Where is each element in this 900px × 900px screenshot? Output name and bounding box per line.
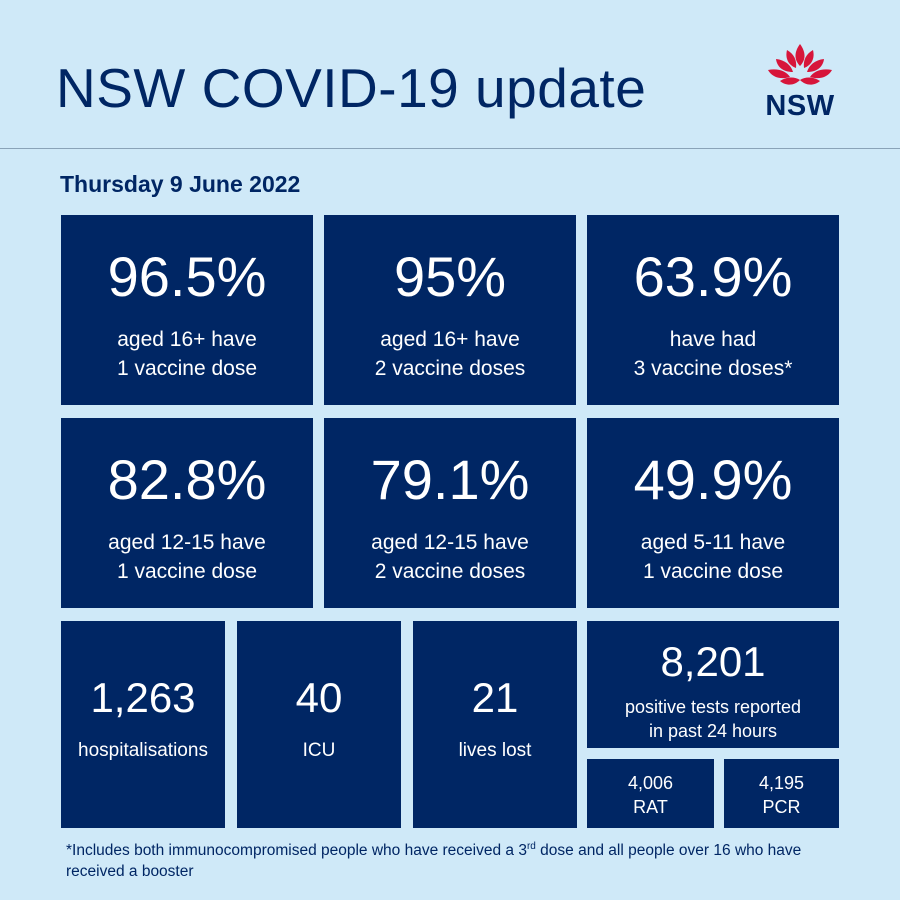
tile-value: 1,263 (90, 674, 196, 721)
tile-label: PCR (762, 797, 801, 817)
tile-rat: 4,006 RAT (587, 759, 714, 828)
footnote-superscript: rd (526, 840, 536, 852)
tile-value: 4,006 (627, 773, 674, 793)
tile-label-line2: 1 vaccine dose (116, 357, 258, 380)
tile-value: 40 (295, 674, 343, 721)
tile-label: RAT (633, 797, 668, 817)
tile-value: 21 (471, 674, 519, 721)
tile-value: 4,195 (758, 773, 805, 793)
tile-value: 82.8% (107, 448, 267, 511)
footnote: *Includes both immunocompromised people … (66, 840, 856, 882)
tile-value: 63.9% (633, 245, 793, 308)
tile-label-line2: 3 vaccine doses* (633, 357, 793, 380)
waratah-icon (768, 44, 832, 85)
tile-label-line1: aged 12-15 have (371, 531, 529, 554)
nsw-logo: NSW (756, 40, 844, 122)
tile-hospitalisations: 1,263 hospitalisations (61, 621, 225, 828)
tile-value: 95% (393, 245, 507, 308)
tile-dose1-12-15: 82.8% aged 12-15 have 1 vaccine dose (61, 418, 313, 608)
tile-dose1-16plus: 96.5% aged 16+ have 1 vaccine dose (61, 215, 313, 405)
tile-label: ICU (302, 740, 336, 761)
tile-label-line1: positive tests reported (624, 697, 802, 717)
tile-label: lives lost (458, 740, 532, 761)
tile-dose2-16plus: 95% aged 16+ have 2 vaccine doses (324, 215, 576, 405)
tile-value: 96.5% (107, 245, 267, 308)
tile-label-line1: have had (669, 328, 757, 351)
tile-label-line1: aged 5-11 have (640, 531, 786, 554)
tile-label-line2: 2 vaccine doses (374, 357, 526, 380)
tile-label-line1: aged 12-15 have (108, 531, 266, 554)
tile-lives-lost: 21 lives lost (413, 621, 577, 828)
tile-positive-tests: 8,201 positive tests reported in past 24… (587, 621, 839, 748)
tile-label-line2: in past 24 hours (648, 721, 778, 741)
tile-dose1-5-11: 49.9% aged 5-11 have 1 vaccine dose (587, 418, 839, 608)
tile-label-line2: 1 vaccine dose (116, 560, 258, 583)
report-date: Thursday 9 June 2022 (60, 171, 301, 197)
tile-value: 49.9% (633, 448, 793, 511)
page-title: NSW COVID-19 update (56, 57, 647, 119)
footnote-text-end: dose and all people over 16 who have rec… (66, 842, 802, 880)
tile-label: hospitalisations (78, 740, 208, 761)
logo-text: NSW (765, 90, 835, 122)
tile-label-line1: aged 16+ have (117, 328, 257, 351)
header: NSW COVID-19 update NSW (0, 0, 900, 149)
tile-pcr: 4,195 PCR (724, 759, 839, 828)
tile-label-line2: 2 vaccine doses (374, 560, 526, 583)
tile-label-line2: 1 vaccine dose (642, 560, 784, 583)
tile-icu: 40 ICU (237, 621, 401, 828)
tile-value: 8,201 (660, 638, 766, 685)
tile-label-line1: aged 16+ have (380, 328, 520, 351)
tile-dose3: 63.9% have had 3 vaccine doses* (587, 215, 839, 405)
tile-value: 79.1% (370, 448, 530, 511)
footnote-text: *Includes both immunocompromised people … (66, 842, 527, 859)
tile-dose2-12-15: 79.1% aged 12-15 have 2 vaccine doses (324, 418, 576, 608)
